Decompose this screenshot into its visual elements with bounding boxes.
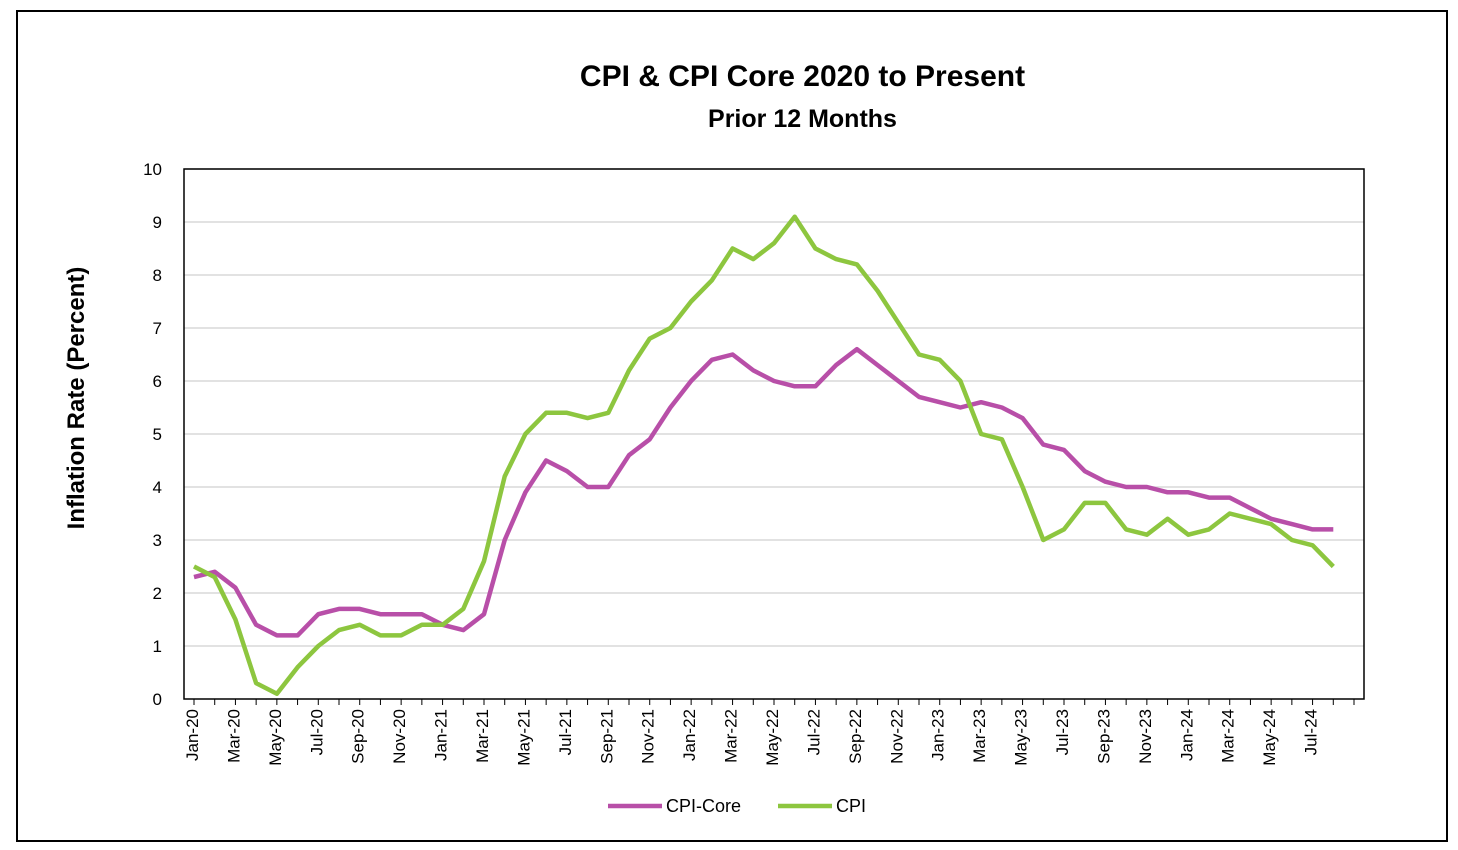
y-tick-label: 6 — [153, 372, 162, 391]
x-tick-label: Jan-22 — [680, 709, 699, 761]
x-tick-label: Sep-23 — [1094, 709, 1113, 764]
x-tick-label: Jan-21 — [432, 709, 451, 761]
x-tick-label: Jul-21 — [556, 709, 575, 755]
x-tick-label: Mar-21 — [473, 709, 492, 763]
x-tick-label: Jan-23 — [929, 709, 948, 761]
x-tick-label: Mar-24 — [1219, 709, 1238, 763]
y-axis-label: Inflation Rate (Percent) — [63, 267, 90, 530]
y-tick-label: 3 — [153, 531, 162, 550]
series-lines — [192, 214, 1335, 696]
series-line-cpi-core — [193, 346, 1334, 638]
x-tick-label: Jul-23 — [1053, 709, 1072, 755]
x-tick-label: Nov-21 — [639, 709, 658, 764]
x-tick-label: Jul-22 — [804, 709, 823, 755]
x-tick-label: May-20 — [266, 709, 285, 766]
x-tick-label: Mar-22 — [722, 709, 741, 763]
x-tick-label: Sep-22 — [846, 709, 865, 764]
x-tick-label: Sep-20 — [349, 709, 368, 764]
y-tick-label: 8 — [153, 266, 162, 285]
chart-title: CPI & CPI Core 2020 to Present — [579, 60, 1026, 93]
x-tick-label: May-24 — [1260, 709, 1279, 766]
y-tick-label: 5 — [153, 425, 162, 444]
y-tick-labels: 0 1 2 3 4 5 6 7 8 9 10 — [143, 160, 162, 709]
x-tick-label: May-22 — [763, 709, 782, 766]
y-tick-label: 2 — [153, 584, 162, 603]
x-tick-label: Nov-20 — [390, 709, 409, 764]
chart-subtitle: Prior 12 Months — [708, 105, 897, 133]
x-tick-labels: Jan-20 Mar-20 May-20 Jul-20 Sep-20 Nov-20 Jan-… — [183, 699, 1355, 766]
y-tick-label: 7 — [153, 319, 162, 338]
x-tick-label: Nov-22 — [887, 709, 906, 764]
series-line-cpi — [192, 214, 1335, 696]
x-tick-label: Sep-21 — [597, 709, 616, 764]
x-tick-label: Jan-24 — [1177, 709, 1196, 761]
x-tick-label: Mar-20 — [224, 709, 243, 763]
x-tick-label: Jul-20 — [307, 709, 326, 755]
y-tick-label: 9 — [153, 213, 162, 232]
legend: CPI-Core CPI — [608, 796, 866, 816]
x-tick-label: Jul-24 — [1302, 709, 1321, 755]
y-tick-label: 10 — [143, 160, 162, 179]
x-tick-label: May-23 — [1012, 709, 1031, 766]
x-tick-label: Mar-23 — [970, 709, 989, 763]
legend-label: CPI — [836, 796, 866, 816]
y-tick-label: 4 — [153, 478, 162, 497]
x-tick-label: Nov-23 — [1136, 709, 1155, 764]
x-tick-label: May-21 — [514, 709, 533, 766]
y-tick-label: 1 — [153, 637, 162, 656]
y-tick-label: 0 — [153, 690, 162, 709]
x-tick-label: Jan-20 — [183, 709, 202, 761]
legend-label: CPI-Core — [666, 796, 741, 816]
chart-frame — [16, 10, 1448, 842]
